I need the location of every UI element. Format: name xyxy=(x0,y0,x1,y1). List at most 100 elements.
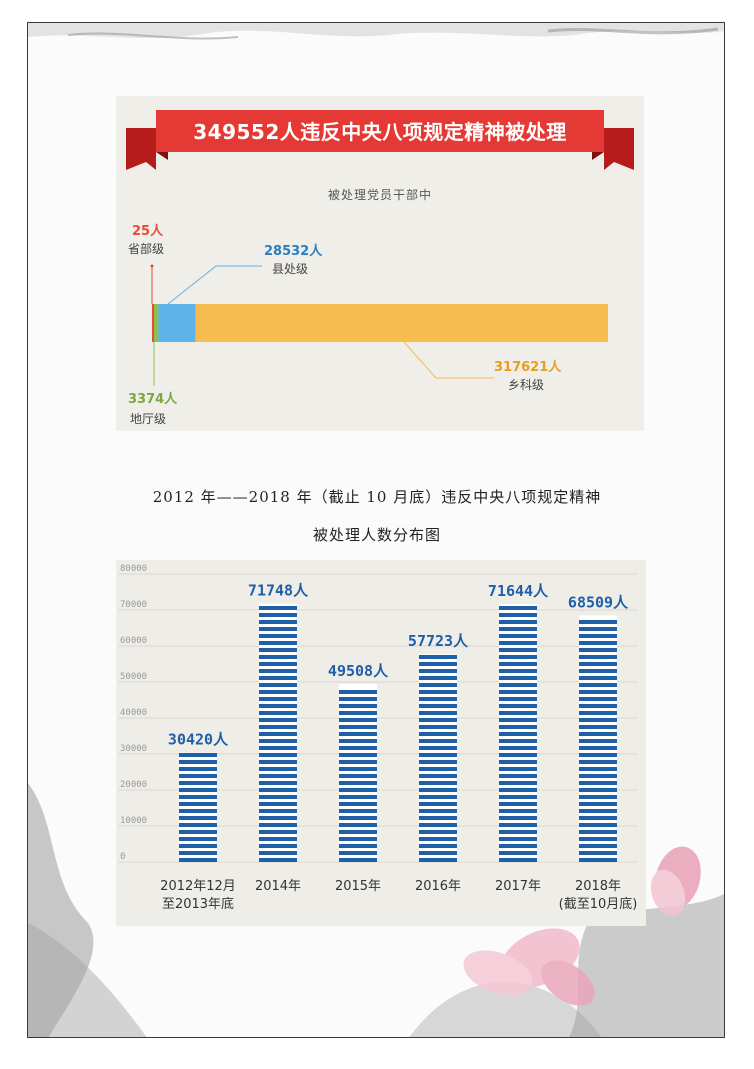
bar-stripe xyxy=(579,823,617,827)
bar-stripe xyxy=(499,627,537,631)
bar-stripe xyxy=(179,830,217,834)
bar xyxy=(259,603,297,862)
bar-stripe xyxy=(499,676,537,680)
x-category-label: 2017年 xyxy=(495,879,541,894)
bar-stripe xyxy=(579,816,617,820)
bar-segment-prefecture xyxy=(154,304,159,342)
bar-stripe xyxy=(179,823,217,827)
bar-value-label: 68509人 xyxy=(568,593,629,611)
bar-stripe xyxy=(259,830,297,834)
bar-stripe xyxy=(579,655,617,659)
bar-stripe xyxy=(499,774,537,778)
bar-value-label: 30420人 xyxy=(168,730,229,748)
bar-stripe xyxy=(499,683,537,687)
bar-stripe xyxy=(179,809,217,813)
bar-stripe xyxy=(419,725,457,729)
bar-stripe xyxy=(579,760,617,764)
bar-stripe xyxy=(339,802,377,806)
bar-stripe xyxy=(579,711,617,715)
bar-stripe xyxy=(259,816,297,820)
bar-stripe xyxy=(339,830,377,834)
bar-stripe xyxy=(259,690,297,694)
bar-stripe xyxy=(259,851,297,855)
bar-stripe xyxy=(499,641,537,645)
bar-stripe xyxy=(259,760,297,764)
bar-stripe xyxy=(499,753,537,757)
bar-stripe xyxy=(259,662,297,666)
segment-value-township: 317621人 xyxy=(494,360,562,375)
bar-stripe xyxy=(419,830,457,834)
bar-stripe xyxy=(579,767,617,771)
bar-stripe xyxy=(499,648,537,652)
bar-stripe xyxy=(419,676,457,680)
bar-stripe xyxy=(339,718,377,722)
bar xyxy=(339,683,377,862)
bar-stripe xyxy=(259,620,297,624)
bar-stripe xyxy=(499,620,537,624)
bar-stripe xyxy=(499,788,537,792)
bar-stripe xyxy=(259,648,297,652)
yearly-bar-chart: 0 10000 20000 30000 40000 50000 60000 70000 8000… xyxy=(116,560,646,926)
bar-stripe xyxy=(259,795,297,799)
bar-stripe xyxy=(259,683,297,687)
y-tick-label: 50000 xyxy=(120,672,147,682)
bar-body xyxy=(339,683,377,862)
banner-title: 349552人违反中央八项规定精神被处理 xyxy=(193,120,567,144)
bar-stripe xyxy=(579,844,617,848)
bar-value-label: 71644人 xyxy=(488,582,549,600)
bar-stripe xyxy=(259,606,297,610)
x-category-label: 2012年12月 xyxy=(160,879,236,894)
bar-stripe xyxy=(499,809,537,813)
bar-stripe xyxy=(419,697,457,701)
bar-stripe xyxy=(579,627,617,631)
bar-stripe xyxy=(419,802,457,806)
ink-brush-top-decoration xyxy=(28,23,724,40)
bar-stripe xyxy=(419,809,457,813)
bar-stripe xyxy=(499,844,537,848)
bar-stripe xyxy=(259,781,297,785)
bar-stripe xyxy=(419,662,457,666)
bar-stripe xyxy=(579,718,617,722)
bar-stripe xyxy=(259,746,297,750)
bar-stripe xyxy=(419,718,457,722)
x-category-label: (截至10月底) xyxy=(559,896,638,912)
y-tick-label: 20000 xyxy=(120,780,147,790)
bar-stripe xyxy=(579,781,617,785)
segment-value-provincial: 25人 xyxy=(132,224,164,239)
bar-stripe xyxy=(499,823,537,827)
bar-stripe xyxy=(499,669,537,673)
level-breakdown-infographic: 349552人违反中央八项规定精神被处理 被处理党员干部中 25人 省部级 28… xyxy=(116,96,644,431)
bar-stripe xyxy=(579,620,617,624)
bar-stripe xyxy=(499,746,537,750)
bar-stripe xyxy=(259,669,297,673)
bar-stripe xyxy=(339,858,377,862)
bar-stripe xyxy=(259,858,297,862)
bar-stripe xyxy=(419,774,457,778)
bar-stripe xyxy=(339,851,377,855)
bar-stripe xyxy=(419,669,457,673)
bar-stripe xyxy=(339,711,377,715)
bar-stripe xyxy=(579,669,617,673)
y-tick-label: 30000 xyxy=(120,744,147,754)
bar-stripe xyxy=(419,788,457,792)
bar-stripe xyxy=(339,725,377,729)
bar-stripe xyxy=(339,823,377,827)
bar-stripe xyxy=(259,732,297,736)
y-tick-label: 70000 xyxy=(120,600,147,610)
bar-stripe xyxy=(579,697,617,701)
lotus-ink-painting-decoration xyxy=(28,783,724,1037)
bar-stripe xyxy=(499,739,537,743)
bar-stripe xyxy=(419,851,457,855)
bar-stripe xyxy=(339,753,377,757)
bar xyxy=(499,604,537,862)
bar-stripe xyxy=(419,781,457,785)
bar-stripe xyxy=(499,634,537,638)
bar-stripe xyxy=(259,627,297,631)
bar-chart-svg: 0 10000 20000 30000 40000 50000 60000 70000 8000… xyxy=(118,564,638,912)
bar xyxy=(419,654,457,862)
bar-value-label: 49508人 xyxy=(328,662,389,680)
bar-stripe xyxy=(259,718,297,722)
bar-stripe xyxy=(259,739,297,743)
bar-body xyxy=(419,654,457,862)
y-tick-label: 0 xyxy=(120,852,125,862)
